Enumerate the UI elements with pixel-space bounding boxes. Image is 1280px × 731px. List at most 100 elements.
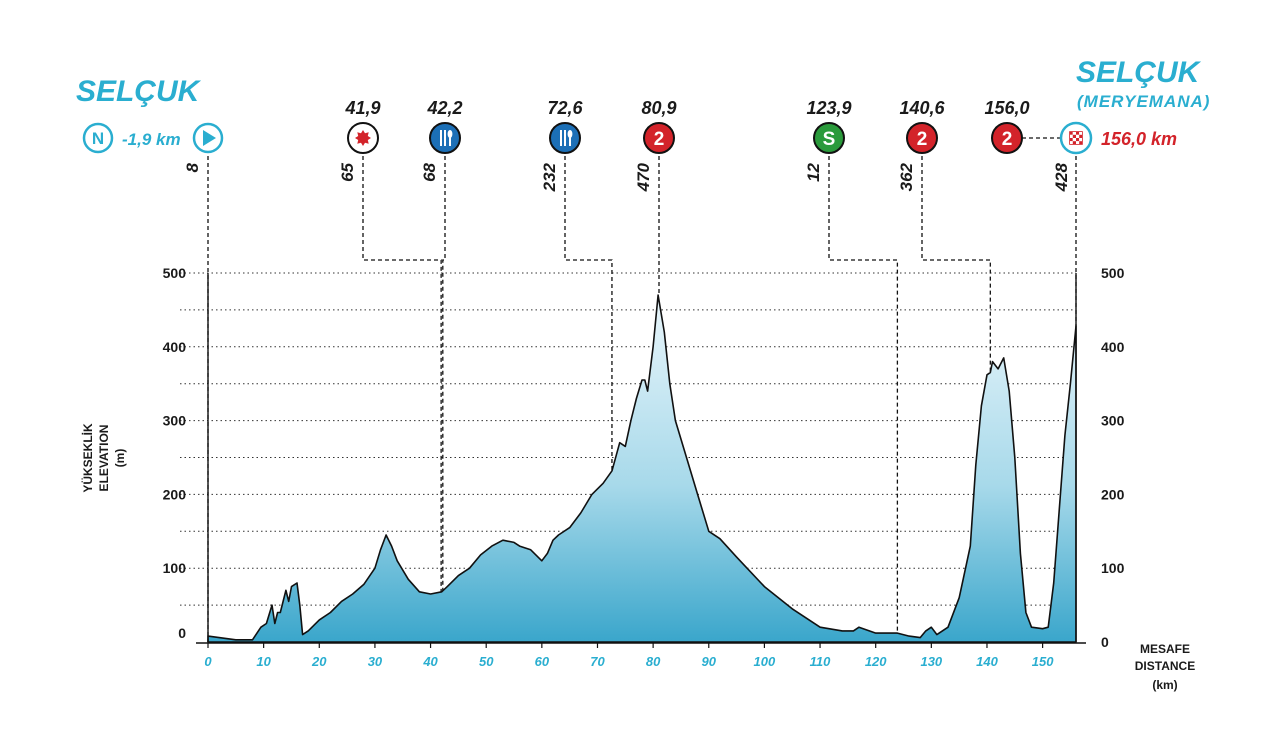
checker-square — [1079, 131, 1083, 135]
start-flag-icon — [192, 122, 224, 154]
marker-leader-line — [921, 156, 991, 373]
x-tick-label: 140 — [976, 654, 998, 669]
finish-km-label: 156,0 km — [1101, 129, 1177, 149]
burst-icon — [355, 130, 371, 146]
checker-square — [1072, 138, 1076, 142]
checker-square — [1076, 141, 1080, 145]
marker-km-label: 72,6 — [547, 98, 583, 118]
checker-square — [1076, 134, 1080, 138]
finish-flag-icon — [1059, 121, 1093, 155]
y-tick-left: 300 — [163, 413, 187, 429]
x-tick-label: 110 — [810, 654, 831, 669]
start-city-label: SELÇUK — [76, 75, 202, 108]
marker-leader-line — [564, 156, 613, 471]
x-tick-label: 50 — [479, 654, 494, 669]
marker-km-label: 123,9 — [806, 98, 851, 118]
marker-altitude-label: 362 — [897, 162, 916, 191]
marker-leader-lines — [207, 137, 1077, 642]
x-tick-label: 90 — [702, 654, 717, 669]
y-axis-label-line-3: (m) — [113, 449, 127, 468]
neutral-start: N -1,9 km — [82, 122, 181, 154]
y-tick-left: 500 — [163, 265, 187, 281]
x-tick-label: 80 — [646, 654, 661, 669]
kom-category-icon: 2 — [643, 122, 675, 154]
y-tick-left: 200 — [163, 486, 187, 502]
x-tick-label: 100 — [754, 654, 776, 669]
x-tick-label: 120 — [865, 654, 887, 669]
marker-leader-line — [442, 156, 446, 591]
y-tick-right: 300 — [1101, 413, 1125, 429]
marker-disc — [813, 122, 845, 154]
checker-square — [1069, 141, 1073, 145]
y-tick-right: 500 — [1101, 265, 1125, 281]
checker-square — [1072, 131, 1076, 135]
y-tick-left: 400 — [163, 339, 187, 355]
x-tick-label: 10 — [256, 654, 271, 669]
y-tick-right: 0 — [1101, 634, 1109, 650]
neutral-km-label: -1,9 km — [122, 130, 181, 149]
x-tick-label: 60 — [535, 654, 550, 669]
y-tick-left: 100 — [163, 560, 187, 576]
spoon-icon — [567, 130, 573, 138]
marker-altitude-label: 65 — [338, 162, 357, 181]
finish-city-subtitle: (MERYEMANA) — [1077, 92, 1210, 111]
x-tick-label: 0 — [204, 654, 212, 669]
marker-leader-line — [828, 156, 899, 634]
checker-square — [1072, 134, 1076, 138]
y-tick-right: 400 — [1101, 339, 1125, 355]
grid-lines — [180, 272, 1076, 606]
kom-category-icon: 2 — [991, 122, 1023, 154]
y-tick-right: 100 — [1101, 560, 1125, 576]
checker-border — [1069, 131, 1083, 145]
y-axis-label-line-1: YÜKSEKLİK — [80, 423, 95, 493]
x-axis-label-line-3: (km) — [1152, 678, 1177, 692]
kom-category-icon: 2 — [906, 122, 938, 154]
marker-disc-text: 2 — [917, 129, 928, 150]
y-axis-label-line-2: ELEVATION — [97, 425, 111, 492]
marker-altitude-label: 232 — [540, 162, 559, 192]
spoon-icon — [447, 130, 453, 138]
x-tick-label: 150 — [1032, 654, 1054, 669]
intermediate-point-icon — [347, 122, 379, 154]
marker-altitude-label: 12 — [804, 162, 823, 181]
marker-disc — [991, 122, 1023, 154]
y-axis-ticks: 0 100 200 300 400 500 0 100 200 300 400 500 — [163, 265, 1125, 650]
marker-altitude-label: 428 — [1052, 162, 1071, 192]
marker-km-label: 80,9 — [641, 98, 676, 118]
x-tick-label: 40 — [422, 654, 438, 669]
route-markers: 8 41,9 65 42,2 68 72,6 232 2 80,9 470 S 123,9 12 2 140… — [183, 98, 1093, 192]
marker-disc — [643, 122, 675, 154]
marker-km-label: 156,0 — [984, 98, 1029, 118]
x-axis-label-line-1: MESAFE — [1140, 642, 1190, 656]
sprint-icon: S — [813, 122, 845, 154]
marker-disc-text: S — [823, 129, 836, 150]
marker-altitude-label: 8 — [183, 162, 202, 172]
finish-city-label: SELÇUK — [1076, 56, 1202, 89]
x-axis-label: MESAFE DISTANCE (km) — [1135, 642, 1195, 692]
y-tick-left: 0 — [178, 625, 186, 641]
marker-km-label: 41,9 — [344, 98, 380, 118]
x-tick-label: 130 — [920, 654, 942, 669]
checker-square — [1079, 134, 1083, 138]
marker-altitude-label: 470 — [634, 162, 653, 192]
checker-square — [1079, 141, 1083, 145]
checker-square — [1076, 131, 1080, 135]
feed-zone-icon — [429, 122, 461, 154]
marker-altitude-label: 68 — [420, 162, 439, 181]
marker-km-label: 140,6 — [899, 98, 945, 118]
y-tick-right: 200 — [1101, 486, 1125, 502]
neutral-icon-letter: N — [92, 129, 104, 148]
checker-square — [1076, 138, 1080, 142]
neutral-icon — [82, 122, 114, 154]
feed-zone-icon — [549, 122, 581, 154]
checker-square — [1072, 141, 1076, 145]
checker-square — [1069, 134, 1073, 138]
marker-disc-text: 2 — [1002, 129, 1013, 150]
marker-leader-line — [362, 156, 442, 592]
checker-square — [1079, 138, 1083, 142]
x-axis-ticks: 0 10 20 30 40 50 60 70 80 90 100 110 120 130 140 150 — [204, 643, 1054, 669]
start-play-icon — [203, 130, 216, 146]
checker-square — [1069, 138, 1073, 142]
marker-disc — [906, 122, 938, 154]
